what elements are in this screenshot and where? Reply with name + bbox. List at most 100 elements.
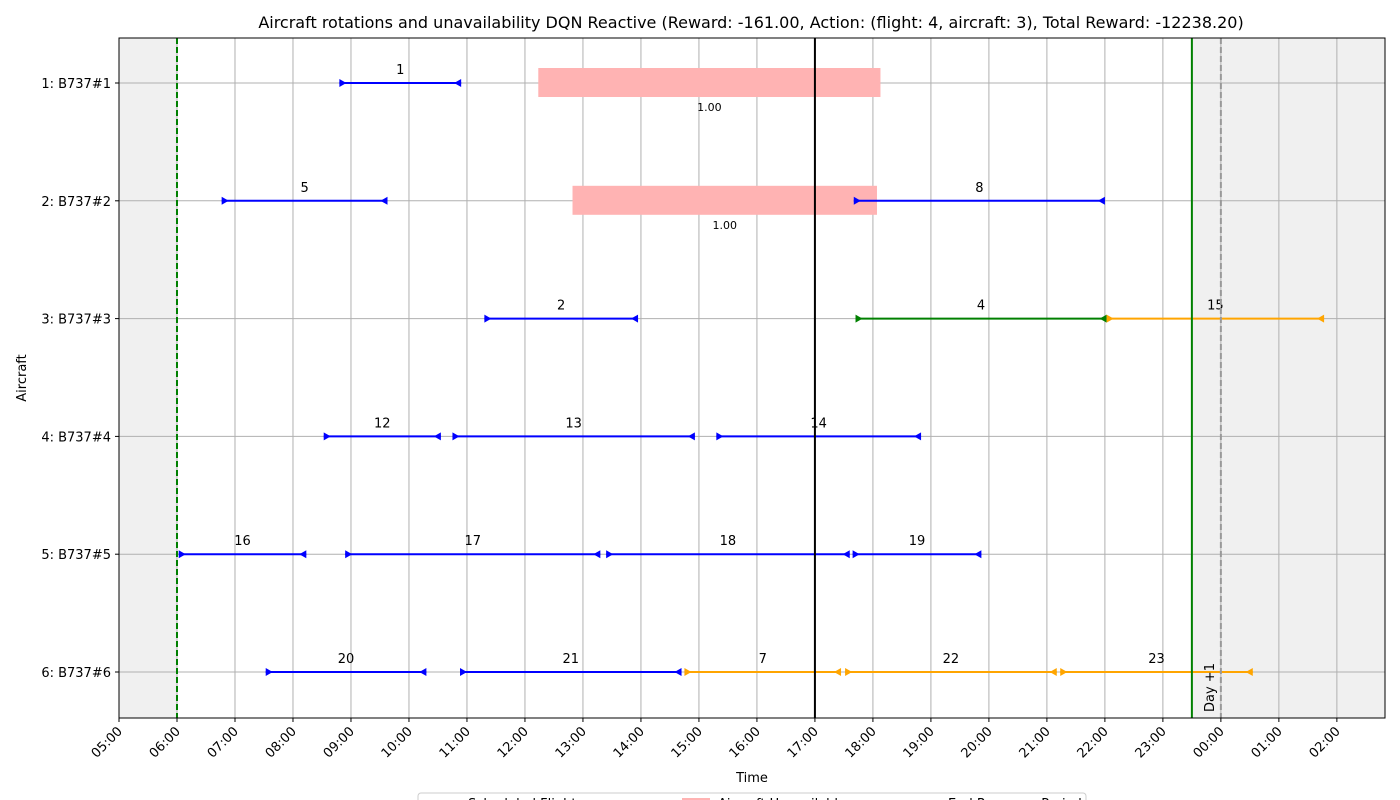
x-tick-label: 11:00 [437, 724, 474, 761]
x-tick-label: 22:00 [1075, 724, 1112, 761]
flight-label: 1 [396, 63, 404, 78]
x-tick-label: 16:00 [727, 724, 764, 761]
flight-departure-marker [460, 668, 468, 676]
x-tick-label: 15:00 [669, 724, 706, 761]
y-tick-label: 2: B737#2 [41, 195, 111, 210]
x-tick-label: 09:00 [321, 724, 358, 761]
flight-arrival-marker [454, 79, 462, 87]
flight-arrival-marker [593, 550, 601, 559]
flight-arrival-marker [914, 432, 922, 441]
x-tick-label: 00:00 [1191, 724, 1228, 761]
y-tick-label: 4: B737#4 [41, 430, 111, 445]
flight-label: 15 [1207, 299, 1224, 314]
flight-label: 19 [909, 534, 926, 549]
x-tick-label: 05:00 [89, 724, 126, 761]
flight-departure-marker [221, 196, 229, 205]
flight-label: 12 [374, 416, 391, 431]
x-tick-label: 01:00 [1249, 724, 1286, 761]
flight-arrival-marker [1097, 196, 1105, 205]
y-tick-label: 1: B737#1 [41, 77, 111, 92]
flight-arrival-marker [380, 196, 388, 205]
legend-entry: Aircraft Unavailable [718, 797, 846, 800]
unavailability-bar [572, 185, 877, 215]
flight-arrival-marker [433, 432, 441, 441]
y-axis-label: Aircraft [15, 354, 30, 401]
y-tick-label: 6: B737#6 [41, 666, 111, 681]
x-tick-label: 08:00 [263, 724, 300, 761]
flight-departure-marker [323, 432, 331, 441]
flight-arrival-marker [834, 668, 842, 676]
flight-departure-marker [716, 432, 724, 441]
x-tick-label: 20:00 [959, 724, 996, 761]
flight-label: 2 [557, 299, 565, 314]
flight-departure-marker [684, 668, 692, 676]
flight-label: 5 [300, 181, 308, 196]
flight-departure-marker [265, 668, 273, 676]
x-tick-label: 19:00 [901, 724, 938, 761]
axes-frame [118, 37, 1386, 719]
flight-arrival-marker [1049, 668, 1057, 676]
flight-arrival-marker [631, 314, 639, 323]
day-boundary-label: Day +1 [1203, 663, 1218, 712]
flight-arrival-marker [674, 668, 682, 676]
pre-recovery-area [119, 38, 177, 718]
post-recovery-area [1191, 38, 1385, 718]
x-tick-label: 13:00 [553, 724, 590, 761]
x-tick-label: 12:00 [495, 724, 532, 761]
legend-entry: Scheduled Flight [468, 797, 576, 800]
x-tick-label: 14:00 [611, 724, 648, 761]
flight-departure-marker [339, 79, 347, 87]
flight-arrival-marker [419, 668, 427, 676]
flight-label: 13 [565, 416, 582, 431]
flight-arrival-marker [842, 550, 850, 559]
flight-arrival-marker [1317, 314, 1325, 323]
flight-arrival-marker [1245, 668, 1253, 676]
x-tick-label: 07:00 [205, 724, 242, 761]
flight-label: 18 [720, 534, 737, 549]
chart-title: Aircraft rotations and unavailability DQ… [258, 13, 1243, 32]
plot-area: 05:00 06:00 07:00 08:00 09:00 10:00 11:00 12:00… [41, 37, 1386, 761]
flight-departure-marker [484, 314, 492, 323]
flight-departure-marker [855, 314, 863, 323]
legend: Scheduled Flight Aircraft Unavailable End … [417, 792, 1087, 800]
y-tick-label: 5: B737#5 [41, 548, 111, 563]
flight-label: 4 [977, 299, 985, 314]
x-tick-label: 23:00 [1133, 724, 1170, 761]
flight-departure-marker [853, 196, 861, 205]
x-tick-label: 17:00 [785, 724, 822, 761]
flight-departure-marker [1060, 668, 1068, 676]
flight-arrival-marker [974, 550, 982, 559]
legend-box [417, 792, 1087, 800]
flight-label: 20 [338, 652, 355, 667]
legend-swatch [682, 798, 710, 800]
legend-entry: End Recovery Period [948, 797, 1082, 800]
x-tick-label: 10:00 [379, 724, 416, 761]
flight-label: 16 [234, 534, 251, 549]
flight-label: 21 [562, 652, 579, 667]
flight-label: 14 [810, 416, 827, 431]
unavailability-bar [538, 68, 881, 97]
flight-departure-marker [178, 550, 186, 559]
flight-label: 23 [1148, 652, 1165, 667]
flight-label: 17 [464, 534, 481, 549]
x-tick-label: 18:00 [843, 724, 880, 761]
x-tick-label: 21:00 [1017, 724, 1054, 761]
flight-departure-marker [452, 432, 460, 441]
unavailability-label: 1.00 [712, 219, 737, 232]
x-tick-label: 02:00 [1307, 724, 1344, 761]
flight-departure-marker [606, 550, 614, 559]
flight-arrival-marker [687, 432, 695, 441]
flight-departure-marker [845, 668, 853, 676]
flight-label: 8 [975, 181, 983, 196]
x-tick-label: 06:00 [147, 724, 184, 761]
unavailability-label: 1.00 [697, 101, 722, 114]
flight-label: 22 [943, 652, 960, 667]
flight-arrival-marker [299, 550, 307, 559]
y-tick-label: 3: B737#3 [41, 313, 111, 328]
flight-arrival-marker [1099, 314, 1107, 323]
flight-departure-marker [345, 550, 353, 559]
flight-label: 7 [759, 652, 767, 667]
x-axis-label: Time [735, 771, 768, 786]
flight-departure-marker [1106, 314, 1114, 323]
